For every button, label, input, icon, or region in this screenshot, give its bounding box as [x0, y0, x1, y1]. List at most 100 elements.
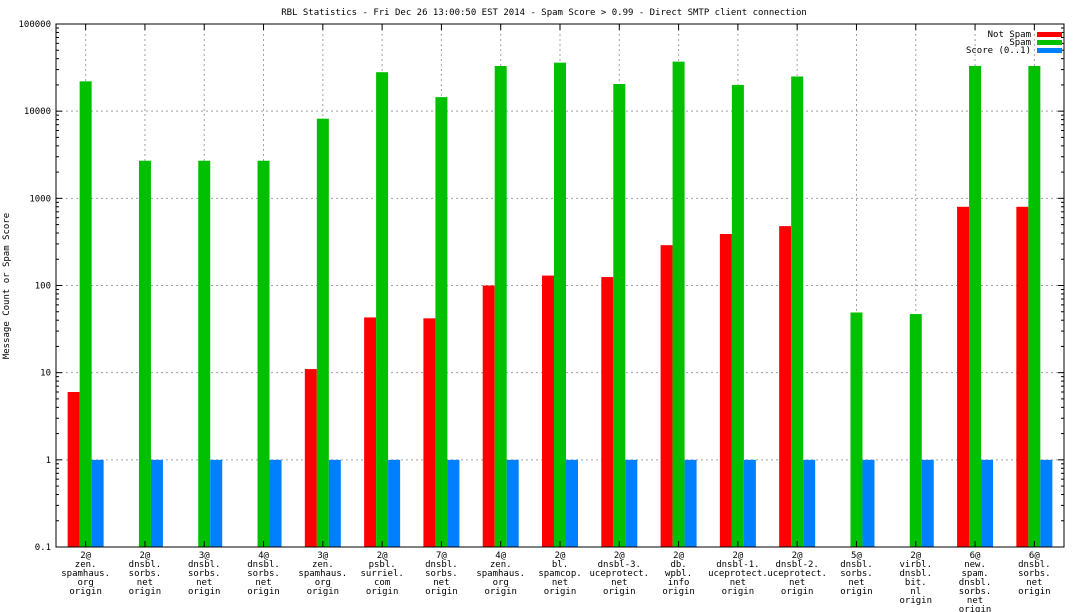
bar-spam — [672, 61, 685, 547]
bar-spam — [494, 65, 507, 547]
x-tick-label: net — [730, 578, 746, 588]
x-tick-label: 4@ — [495, 551, 506, 561]
x-tick-label: dnsbl. — [188, 560, 221, 570]
x-tick-label: org — [78, 578, 94, 588]
x-tick-label: origin — [425, 587, 458, 597]
y-tick-label: 10 — [40, 369, 51, 379]
legend-label: Score (0..1) — [966, 46, 1031, 56]
bar-score-0-1 — [210, 459, 223, 547]
x-tick-label: 2@ — [140, 551, 151, 561]
bar-not-spam — [1016, 206, 1029, 548]
bar-not-spam — [601, 277, 614, 547]
bar-score-0-1 — [150, 459, 163, 547]
x-tick-label: origin — [840, 587, 873, 597]
x-tick-label: origin — [129, 587, 162, 597]
bar-spam — [257, 160, 270, 547]
x-tick-label: origin — [247, 587, 280, 597]
x-tick-label: origin — [959, 605, 992, 612]
x-tick-label: origin — [1018, 587, 1051, 597]
x-tick-label: 2@ — [732, 551, 743, 561]
x-tick-label: origin — [603, 587, 636, 597]
bar-not-spam — [957, 206, 970, 548]
bar-not-spam — [304, 369, 317, 547]
x-tick-label: dnsbl. — [1018, 560, 1051, 570]
x-tick-label: spamcop. — [538, 569, 581, 579]
x-tick-label: 4@ — [258, 551, 269, 561]
y-axis-label: Message Count or Spam Score — [2, 213, 12, 359]
bar-not-spam — [482, 285, 495, 547]
x-tick-label: 5@ — [851, 551, 862, 561]
legend-swatch — [1037, 32, 1062, 37]
x-tick-label: new. — [964, 560, 986, 570]
x-tick-label: org — [493, 578, 509, 588]
x-tick-label: info — [668, 578, 690, 588]
x-tick-label: zen. — [75, 560, 97, 570]
bar-score-0-1 — [506, 459, 519, 547]
bar-spam — [791, 76, 804, 548]
bar-score-0-1 — [328, 459, 341, 547]
x-tick-label: net — [967, 596, 983, 606]
x-tick-label: spamhaus. — [61, 569, 110, 579]
bar-score-0-1 — [388, 459, 401, 547]
bar-spam — [909, 314, 922, 547]
bar-spam — [316, 118, 329, 547]
x-tick-label: nl — [910, 587, 921, 597]
axes: 0.11101001000100001000002@zen.spamhaus.o… — [18, 20, 1065, 612]
x-tick-label: spam. — [962, 569, 989, 579]
x-tick-label: net — [848, 578, 864, 588]
bar-not-spam — [364, 317, 377, 547]
bar-score-0-1 — [1040, 459, 1053, 547]
x-tick-label: sorbs. — [129, 569, 162, 579]
x-tick-label: dnsbl. — [900, 569, 933, 579]
bar-score-0-1 — [981, 459, 994, 547]
x-tick-label: sorbs. — [959, 587, 992, 597]
x-tick-label: dnsbl. — [129, 560, 162, 570]
bar-not-spam — [423, 318, 436, 547]
x-tick-label: origin — [69, 587, 102, 597]
bar-score-0-1 — [743, 459, 756, 547]
bar-spam — [613, 83, 626, 547]
x-tick-label: origin — [484, 587, 517, 597]
x-tick-label: bit. — [905, 578, 927, 588]
x-tick-label: net — [789, 578, 805, 588]
x-tick-label: 7@ — [436, 551, 447, 561]
x-tick-label: bl. — [552, 560, 568, 570]
bar-spam — [1028, 65, 1041, 547]
plot-frame — [55, 23, 1065, 548]
x-tick-label: origin — [722, 587, 755, 597]
y-tick-label: 1 — [46, 456, 51, 466]
x-tick-label: 2@ — [80, 551, 91, 561]
bar-not-spam — [660, 245, 673, 547]
bar-spam — [138, 160, 151, 547]
x-tick-label: net — [433, 578, 449, 588]
y-tick-label: 0.1 — [35, 543, 51, 553]
y-tick-label: 100000 — [18, 20, 51, 30]
x-tick-label: 2@ — [555, 551, 566, 561]
x-tick-label: origin — [307, 587, 340, 597]
bar-score-0-1 — [803, 459, 816, 547]
x-tick-label: spamhaus. — [476, 569, 525, 579]
x-tick-label: 6@ — [970, 551, 981, 561]
x-tick-label: 2@ — [910, 551, 921, 561]
x-tick-label: net — [611, 578, 627, 588]
x-tick-label: net — [552, 578, 568, 588]
bar-spam — [79, 81, 92, 548]
x-tick-label: dnsbl. — [959, 578, 992, 588]
x-tick-label: sorbs. — [1018, 569, 1051, 579]
bar-not-spam — [67, 392, 80, 547]
x-tick-label: sorbs. — [188, 569, 221, 579]
x-tick-label: origin — [544, 587, 577, 597]
bar-not-spam — [542, 275, 554, 547]
legend-label: Not Spam — [988, 30, 1031, 40]
x-tick-label: surriel. — [360, 569, 403, 579]
bar-spam — [554, 62, 566, 548]
x-tick-label: uceprotect. — [767, 569, 827, 579]
x-tick-label: spamhaus. — [298, 569, 347, 579]
x-tick-label: sorbs. — [247, 569, 280, 579]
x-tick-label: 2@ — [673, 551, 684, 561]
bars — [67, 61, 1053, 548]
x-tick-label: net — [1026, 578, 1042, 588]
bar-not-spam — [719, 233, 732, 547]
x-tick-label: zen. — [490, 560, 512, 570]
